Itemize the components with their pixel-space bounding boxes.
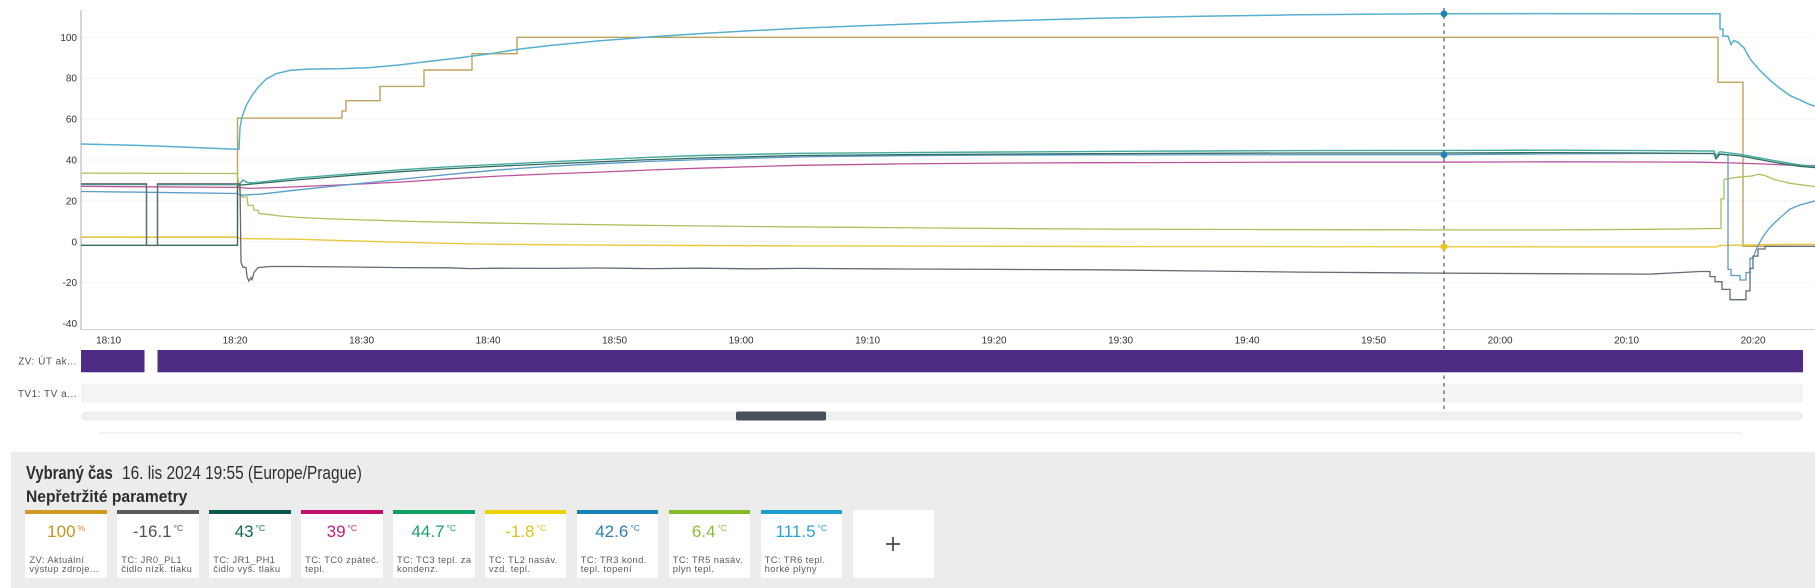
svg-text:TV1: TV a...: TV1: TV a... xyxy=(18,389,77,400)
svg-text:ZV: ÚT ak...: ZV: ÚT ak... xyxy=(18,355,77,368)
svg-text:19:30: 19:30 xyxy=(1108,336,1133,347)
svg-text:20: 20 xyxy=(66,196,78,207)
svg-text:18:50: 18:50 xyxy=(602,336,627,347)
svg-text:100: 100 xyxy=(60,33,77,44)
svg-text:19:20: 19:20 xyxy=(982,336,1007,347)
svg-text:20:20: 20:20 xyxy=(1741,336,1766,347)
svg-text:18:20: 18:20 xyxy=(223,336,248,347)
svg-text:-40: -40 xyxy=(63,319,78,330)
svg-text:19:00: 19:00 xyxy=(729,336,754,347)
svg-text:18:10: 18:10 xyxy=(96,336,121,347)
svg-text:19:50: 19:50 xyxy=(1361,336,1386,347)
svg-text:19:10: 19:10 xyxy=(855,336,880,347)
svg-text:18:30: 18:30 xyxy=(349,336,374,347)
svg-text:20:00: 20:00 xyxy=(1488,336,1513,347)
svg-text:0: 0 xyxy=(71,237,77,248)
svg-text:80: 80 xyxy=(66,74,78,85)
svg-text:60: 60 xyxy=(66,115,78,126)
svg-text:40: 40 xyxy=(66,156,78,167)
svg-text:-20: -20 xyxy=(63,278,78,289)
svg-text:20:10: 20:10 xyxy=(1614,336,1639,347)
svg-text:19:40: 19:40 xyxy=(1235,336,1260,347)
svg-text:18:40: 18:40 xyxy=(476,336,501,347)
